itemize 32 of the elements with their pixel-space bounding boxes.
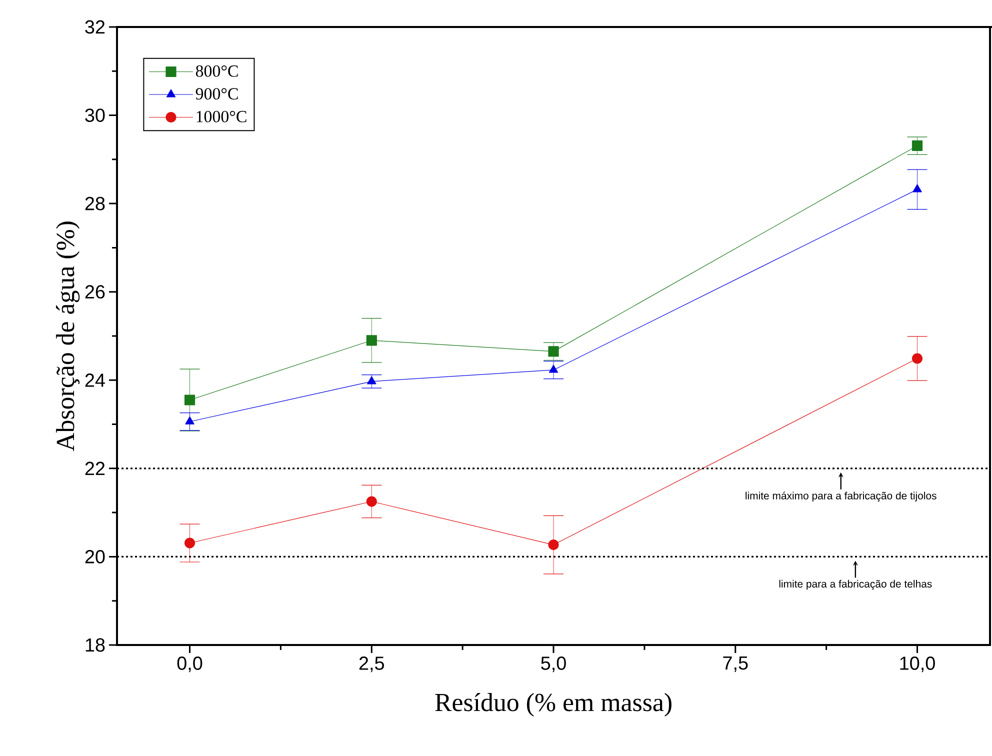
point (366, 335, 377, 346)
y-tick-label: 20 (85, 550, 105, 564)
point (184, 394, 196, 406)
point (548, 364, 558, 373)
x-axis-title: Resíduo (% em massa) (435, 692, 672, 717)
x-tick-label: 10,0 (900, 656, 935, 672)
point (548, 346, 559, 357)
y-tick-label: 26 (85, 285, 105, 299)
legend-label: 800°C (196, 65, 238, 77)
point (912, 353, 923, 364)
ref-line-label: limite máximo para a fabricação de tijolos (746, 492, 936, 502)
legend-label: 1000°C (196, 110, 246, 122)
x-tick-label: 2,5 (359, 656, 384, 672)
y-tick-label: 32 (85, 20, 105, 34)
point (366, 496, 377, 507)
x-tick-label: 7,5 (723, 656, 748, 672)
y-tick-label: 30 (85, 108, 105, 122)
y-tick-label: 24 (85, 374, 105, 387)
point (912, 140, 923, 152)
point (548, 539, 559, 550)
y-axis-title: Absorção de água (%) (56, 222, 80, 452)
ref-line-label: limite para a fabricação de telhas (779, 580, 932, 590)
point (184, 538, 196, 548)
y-tick-label: 22 (85, 462, 105, 476)
y-tick-label: 28 (85, 196, 105, 210)
point (367, 376, 376, 384)
x-tick-label: 0,0 (177, 656, 202, 672)
y-tick-label: 18 (86, 638, 105, 652)
legend-label: 900°C (196, 88, 238, 100)
point (185, 416, 194, 424)
point (912, 184, 922, 192)
x-tick-label: 5,0 (541, 656, 566, 672)
